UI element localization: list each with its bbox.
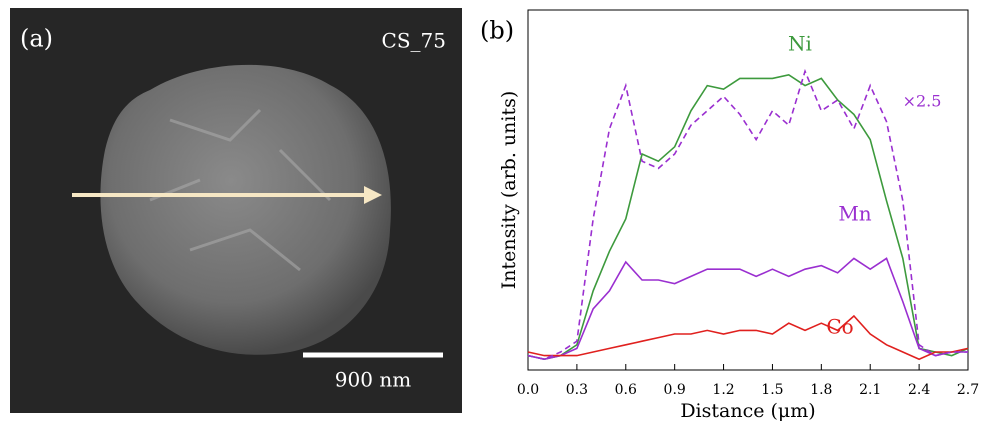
x-tick-label: 2.4	[908, 382, 930, 398]
figure: 900 nm (a) CS_75 (b) Distance (μm) Inten…	[0, 0, 982, 426]
series-label: Co	[826, 315, 853, 339]
x-tick-label: 1.5	[761, 382, 783, 398]
sample-label: CS_75	[382, 29, 446, 53]
x-tick-label: 0.9	[664, 382, 686, 398]
x-axis-title: Distance (μm)	[680, 400, 815, 422]
series-label: Mn	[838, 202, 871, 226]
x-tick-label: 2.7	[957, 382, 979, 398]
series-label: ×2.5	[903, 92, 942, 111]
series-line	[528, 316, 968, 359]
x-tick-label: 2.1	[859, 382, 881, 398]
x-tick-label: 0.3	[566, 382, 588, 398]
series-line	[528, 75, 968, 359]
x-tick-label: 1.8	[810, 382, 832, 398]
x-tick-label: 0.6	[615, 382, 637, 398]
plot-frame	[528, 10, 968, 370]
panel-label: (a)	[20, 25, 53, 53]
y-axis-title: Intensity (arb. units)	[498, 91, 520, 290]
series-line	[528, 258, 968, 359]
x-tick-label: 1.2	[712, 382, 734, 398]
panel-label: (b)	[480, 17, 514, 45]
scale-label: 900 nm	[335, 368, 411, 392]
series-line	[528, 71, 968, 359]
series-label: Ni	[788, 32, 812, 56]
x-tick-label: 0.0	[517, 382, 539, 398]
